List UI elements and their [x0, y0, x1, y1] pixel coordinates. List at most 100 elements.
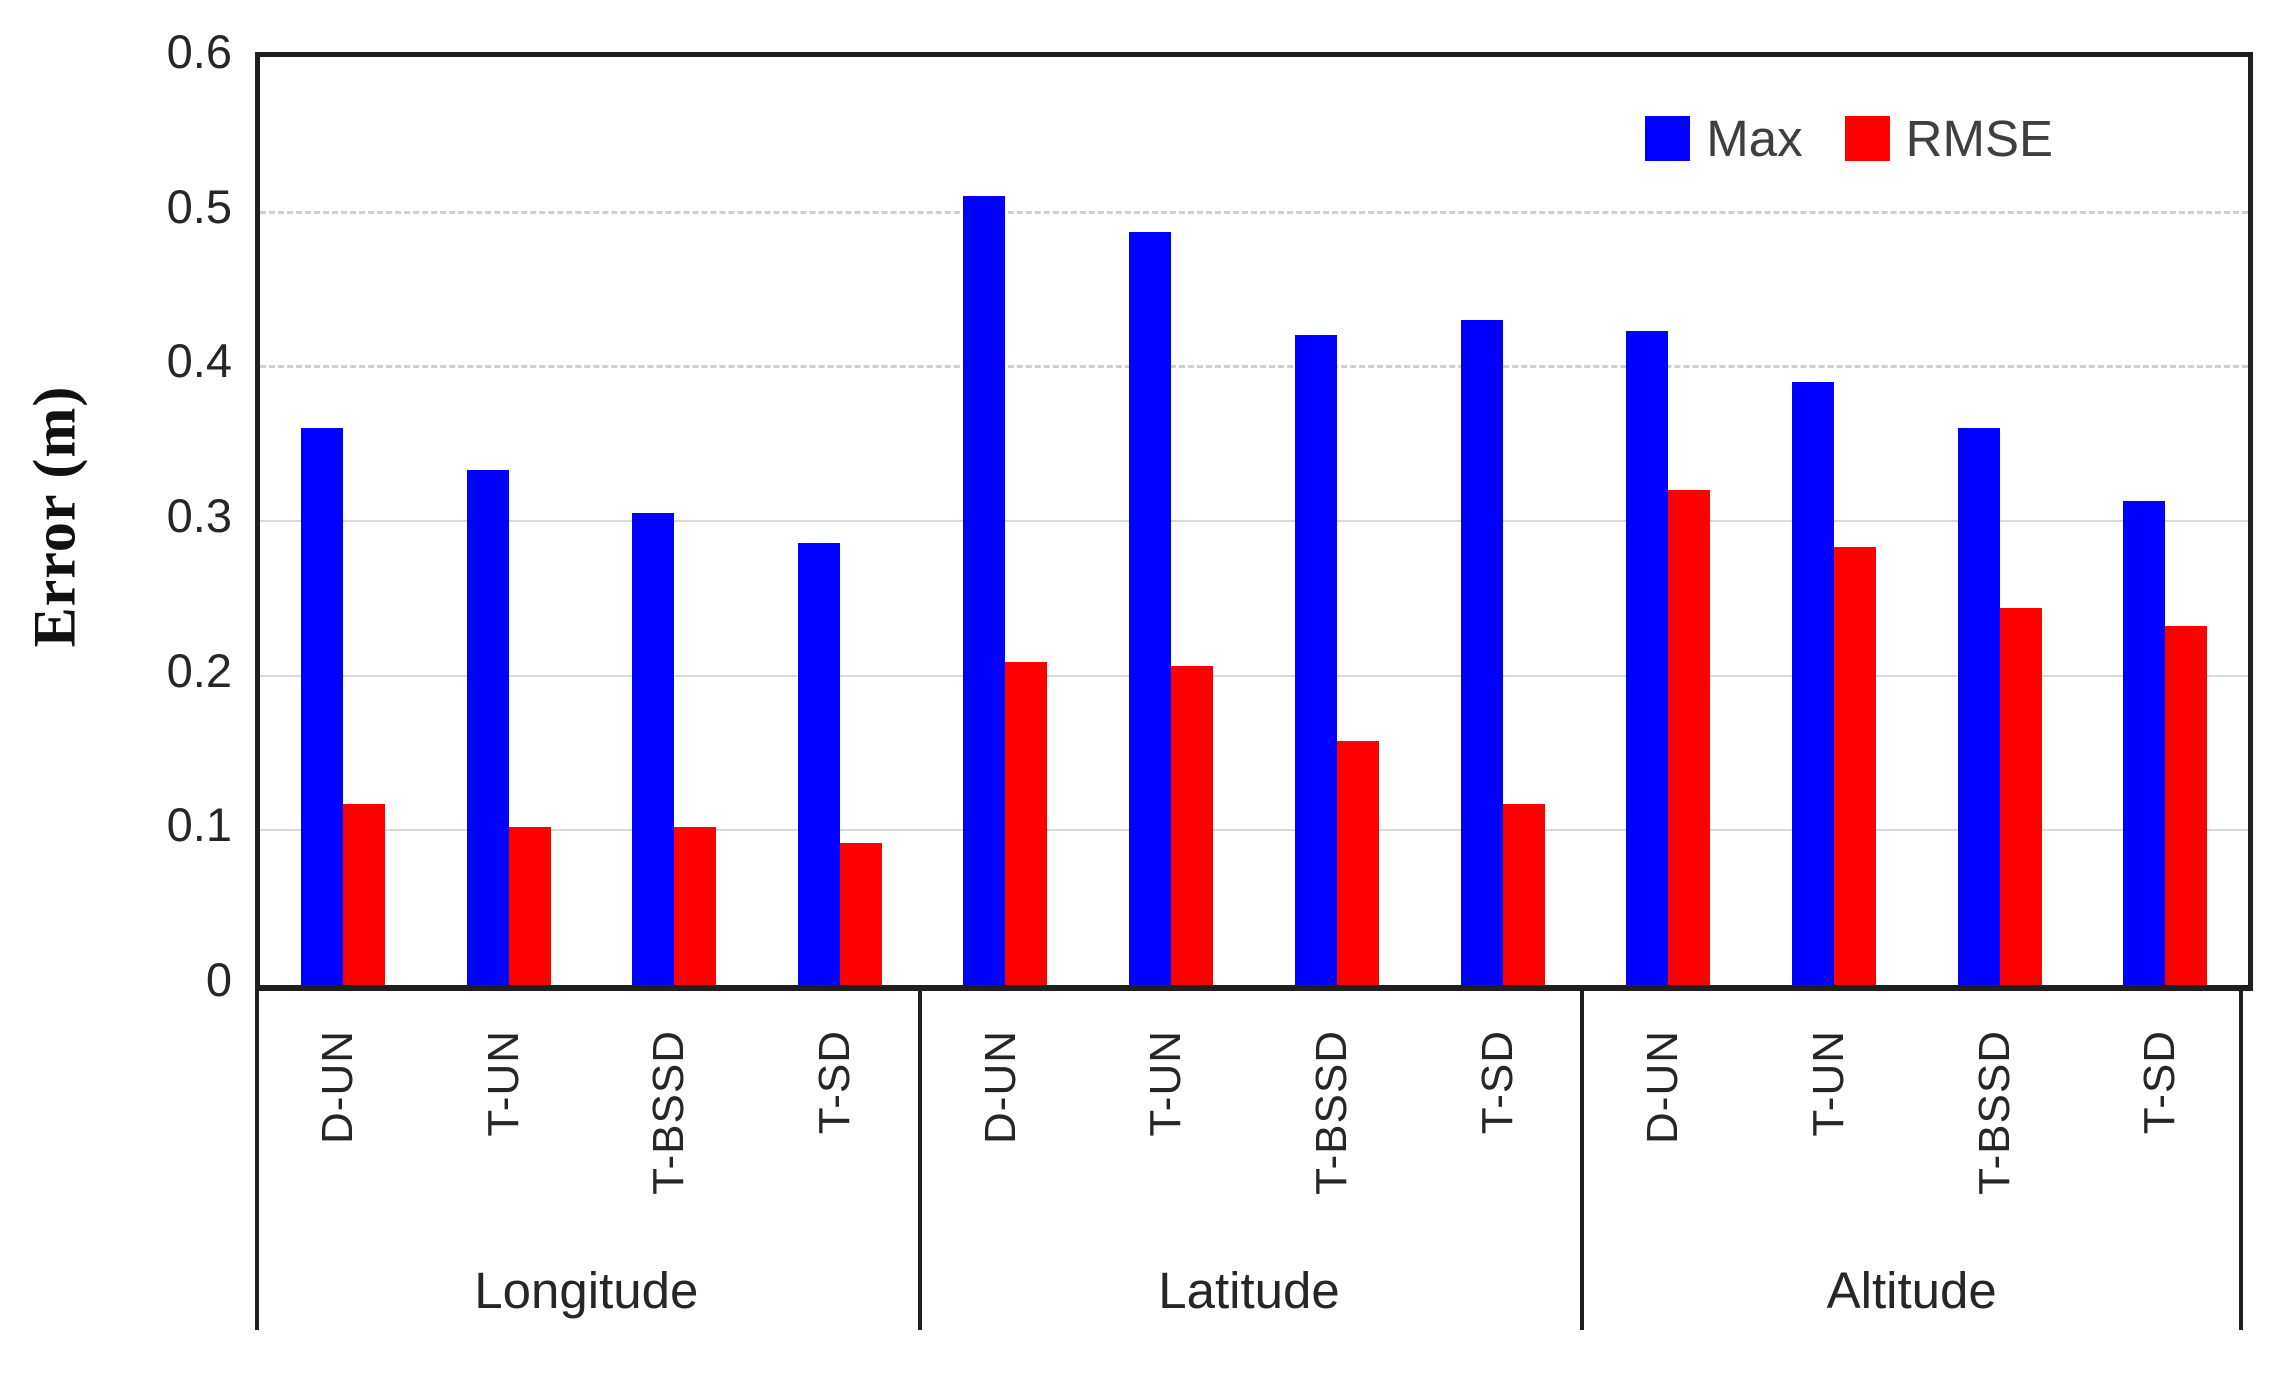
- group-label-longitude: Longitude: [474, 1262, 699, 1319]
- bar-pair: [466, 469, 551, 985]
- y-tick-label-0.5: 0.5: [166, 179, 232, 233]
- slot-altitude-t-sd: [2082, 57, 2248, 985]
- bar-rmse-latitude-t-bssd: [1336, 740, 1379, 985]
- category-tick-label: D-UN: [1638, 1030, 1688, 1144]
- bar-rmse-latitude-t-un: [1171, 666, 1214, 985]
- bar-group-longitude: [260, 57, 923, 985]
- slot-longitude-t-sd: [757, 57, 923, 985]
- category-tick-label: T-SD: [2135, 1030, 2185, 1135]
- bar-rmse-longitude-t-un: [508, 827, 551, 985]
- legend-swatch-rmse: [1844, 116, 1890, 161]
- gridline-0.1: [260, 829, 2248, 832]
- category-divider: [255, 986, 259, 1330]
- y-tick-label-0.2: 0.2: [166, 643, 232, 697]
- category-tick-altitude-t-un: T-UN: [1784, 1030, 1874, 1137]
- group-label-altitude: Altitude: [1826, 1262, 1997, 1319]
- slot-longitude-t-bssd: [591, 57, 757, 985]
- bar-pair: [1957, 428, 2042, 985]
- category-tick-latitude-d-un: D-UN: [956, 1030, 1046, 1144]
- slot-longitude-d-un: [260, 57, 426, 985]
- y-tick-label-0.1: 0.1: [166, 798, 232, 852]
- category-divider: [917, 986, 922, 1330]
- bar-pair: [963, 196, 1048, 985]
- y-tick-label-0.3: 0.3: [166, 489, 232, 542]
- category-tick-latitude-t-bssd: T-BSSD: [1287, 1030, 1377, 1195]
- y-tick-label-0.6: 0.6: [166, 25, 232, 78]
- category-tick-longitude-d-un: D-UN: [293, 1030, 383, 1144]
- y-tick-label-0.4: 0.4: [166, 334, 232, 388]
- bar-rmse-altitude-d-un: [1668, 490, 1711, 985]
- gridline-0.3: [260, 520, 2248, 522]
- slot-longitude-t-un: [426, 57, 592, 985]
- bar-max-latitude-d-un: [963, 196, 1006, 985]
- category-tick-latitude-t-un: T-UN: [1121, 1030, 1211, 1137]
- bar-max-altitude-t-sd: [2123, 500, 2166, 985]
- category-divider: [2239, 986, 2243, 1330]
- category-tick-longitude-t-sd: T-SD: [790, 1030, 880, 1134]
- bar-rmse-latitude-d-un: [1005, 661, 1048, 985]
- bar-pair: [1129, 231, 1214, 985]
- legend: Max RMSE: [1645, 109, 2053, 168]
- gridline-0.5: [260, 210, 2248, 214]
- category-tick-longitude-t-un: T-UN: [459, 1030, 549, 1137]
- category-tick-label: T-UN: [1803, 1030, 1853, 1137]
- legend-label-rmse: RMSE: [1905, 110, 2053, 167]
- bar-pair: [300, 428, 385, 985]
- category-tick-label: T-SD: [1472, 1030, 1522, 1135]
- bar-max-latitude-t-un: [1129, 231, 1172, 985]
- category-tick-longitude-t-bssd: T-BSSD: [624, 1030, 714, 1195]
- category-divider: [1580, 986, 1585, 1330]
- category-tick-altitude-t-bssd: T-BSSD: [1950, 1030, 2040, 1195]
- bar-group-latitude: [923, 57, 1586, 985]
- slot-latitude-t-bssd: [1254, 57, 1420, 985]
- bar-rmse-longitude-d-un: [342, 804, 385, 985]
- category-tick-label: D-UN: [975, 1030, 1025, 1144]
- group-label-latitude: Latitude: [1158, 1262, 1340, 1319]
- bar-max-latitude-t-bssd: [1294, 335, 1337, 985]
- bar-pair: [2123, 500, 2208, 985]
- slot-latitude-d-un: [923, 57, 1089, 985]
- bar-pair: [632, 513, 717, 985]
- slot-altitude-t-bssd: [1917, 57, 2083, 985]
- legend-swatch-max: [1645, 116, 1691, 161]
- bar-pair: [1460, 319, 1545, 985]
- y-tick-label-0: 0: [205, 953, 232, 1006]
- slot-altitude-t-un: [1751, 57, 1917, 985]
- category-tick-label: T-BSSD: [1306, 1030, 1356, 1195]
- category-tick-label: D-UN: [312, 1030, 362, 1144]
- category-tick-latitude-t-sd: T-SD: [1453, 1030, 1543, 1134]
- gridline-0.4: [260, 365, 2248, 369]
- slot-latitude-t-sd: [1420, 57, 1586, 985]
- bar-rmse-altitude-t-sd: [2165, 626, 2208, 985]
- bar-group-altitude: [1585, 57, 2248, 985]
- category-tick-label: T-BSSD: [644, 1030, 694, 1195]
- slot-latitude-t-un: [1088, 57, 1254, 985]
- bar-max-longitude-t-un: [466, 469, 509, 985]
- bar-max-latitude-t-sd: [1460, 319, 1503, 985]
- legend-label-max: Max: [1706, 110, 1803, 167]
- plot-area: Max RMSE: [255, 52, 2253, 991]
- bar-max-altitude-t-bssd: [1957, 428, 2000, 985]
- category-tick-label: T-BSSD: [1969, 1030, 2019, 1195]
- bar-rmse-altitude-t-un: [1833, 547, 1876, 985]
- bar-pair: [1791, 381, 1876, 985]
- gridline-0.2: [260, 674, 2248, 677]
- bar-max-longitude-t-bssd: [632, 513, 675, 985]
- category-tick-label: T-SD: [809, 1030, 859, 1135]
- bar-rmse-latitude-t-sd: [1502, 804, 1545, 985]
- bar-rmse-longitude-t-bssd: [674, 827, 717, 985]
- category-tick-altitude-d-un: D-UN: [1618, 1030, 1708, 1144]
- bar-rmse-longitude-t-sd: [839, 842, 882, 985]
- legend-item-max: Max: [1645, 109, 1803, 168]
- bar-max-altitude-d-un: [1626, 330, 1669, 985]
- bar-pair: [797, 542, 882, 985]
- bar-max-altitude-t-un: [1791, 381, 1834, 985]
- legend-item-rmse: RMSE: [1844, 109, 2053, 168]
- bar-pair: [1294, 335, 1379, 985]
- slot-altitude-d-un: [1585, 57, 1751, 985]
- bar-rmse-altitude-t-bssd: [1999, 607, 2042, 985]
- category-tick-label: T-UN: [478, 1030, 528, 1137]
- bar-max-longitude-t-sd: [797, 542, 840, 985]
- bar-pair: [1626, 330, 1711, 985]
